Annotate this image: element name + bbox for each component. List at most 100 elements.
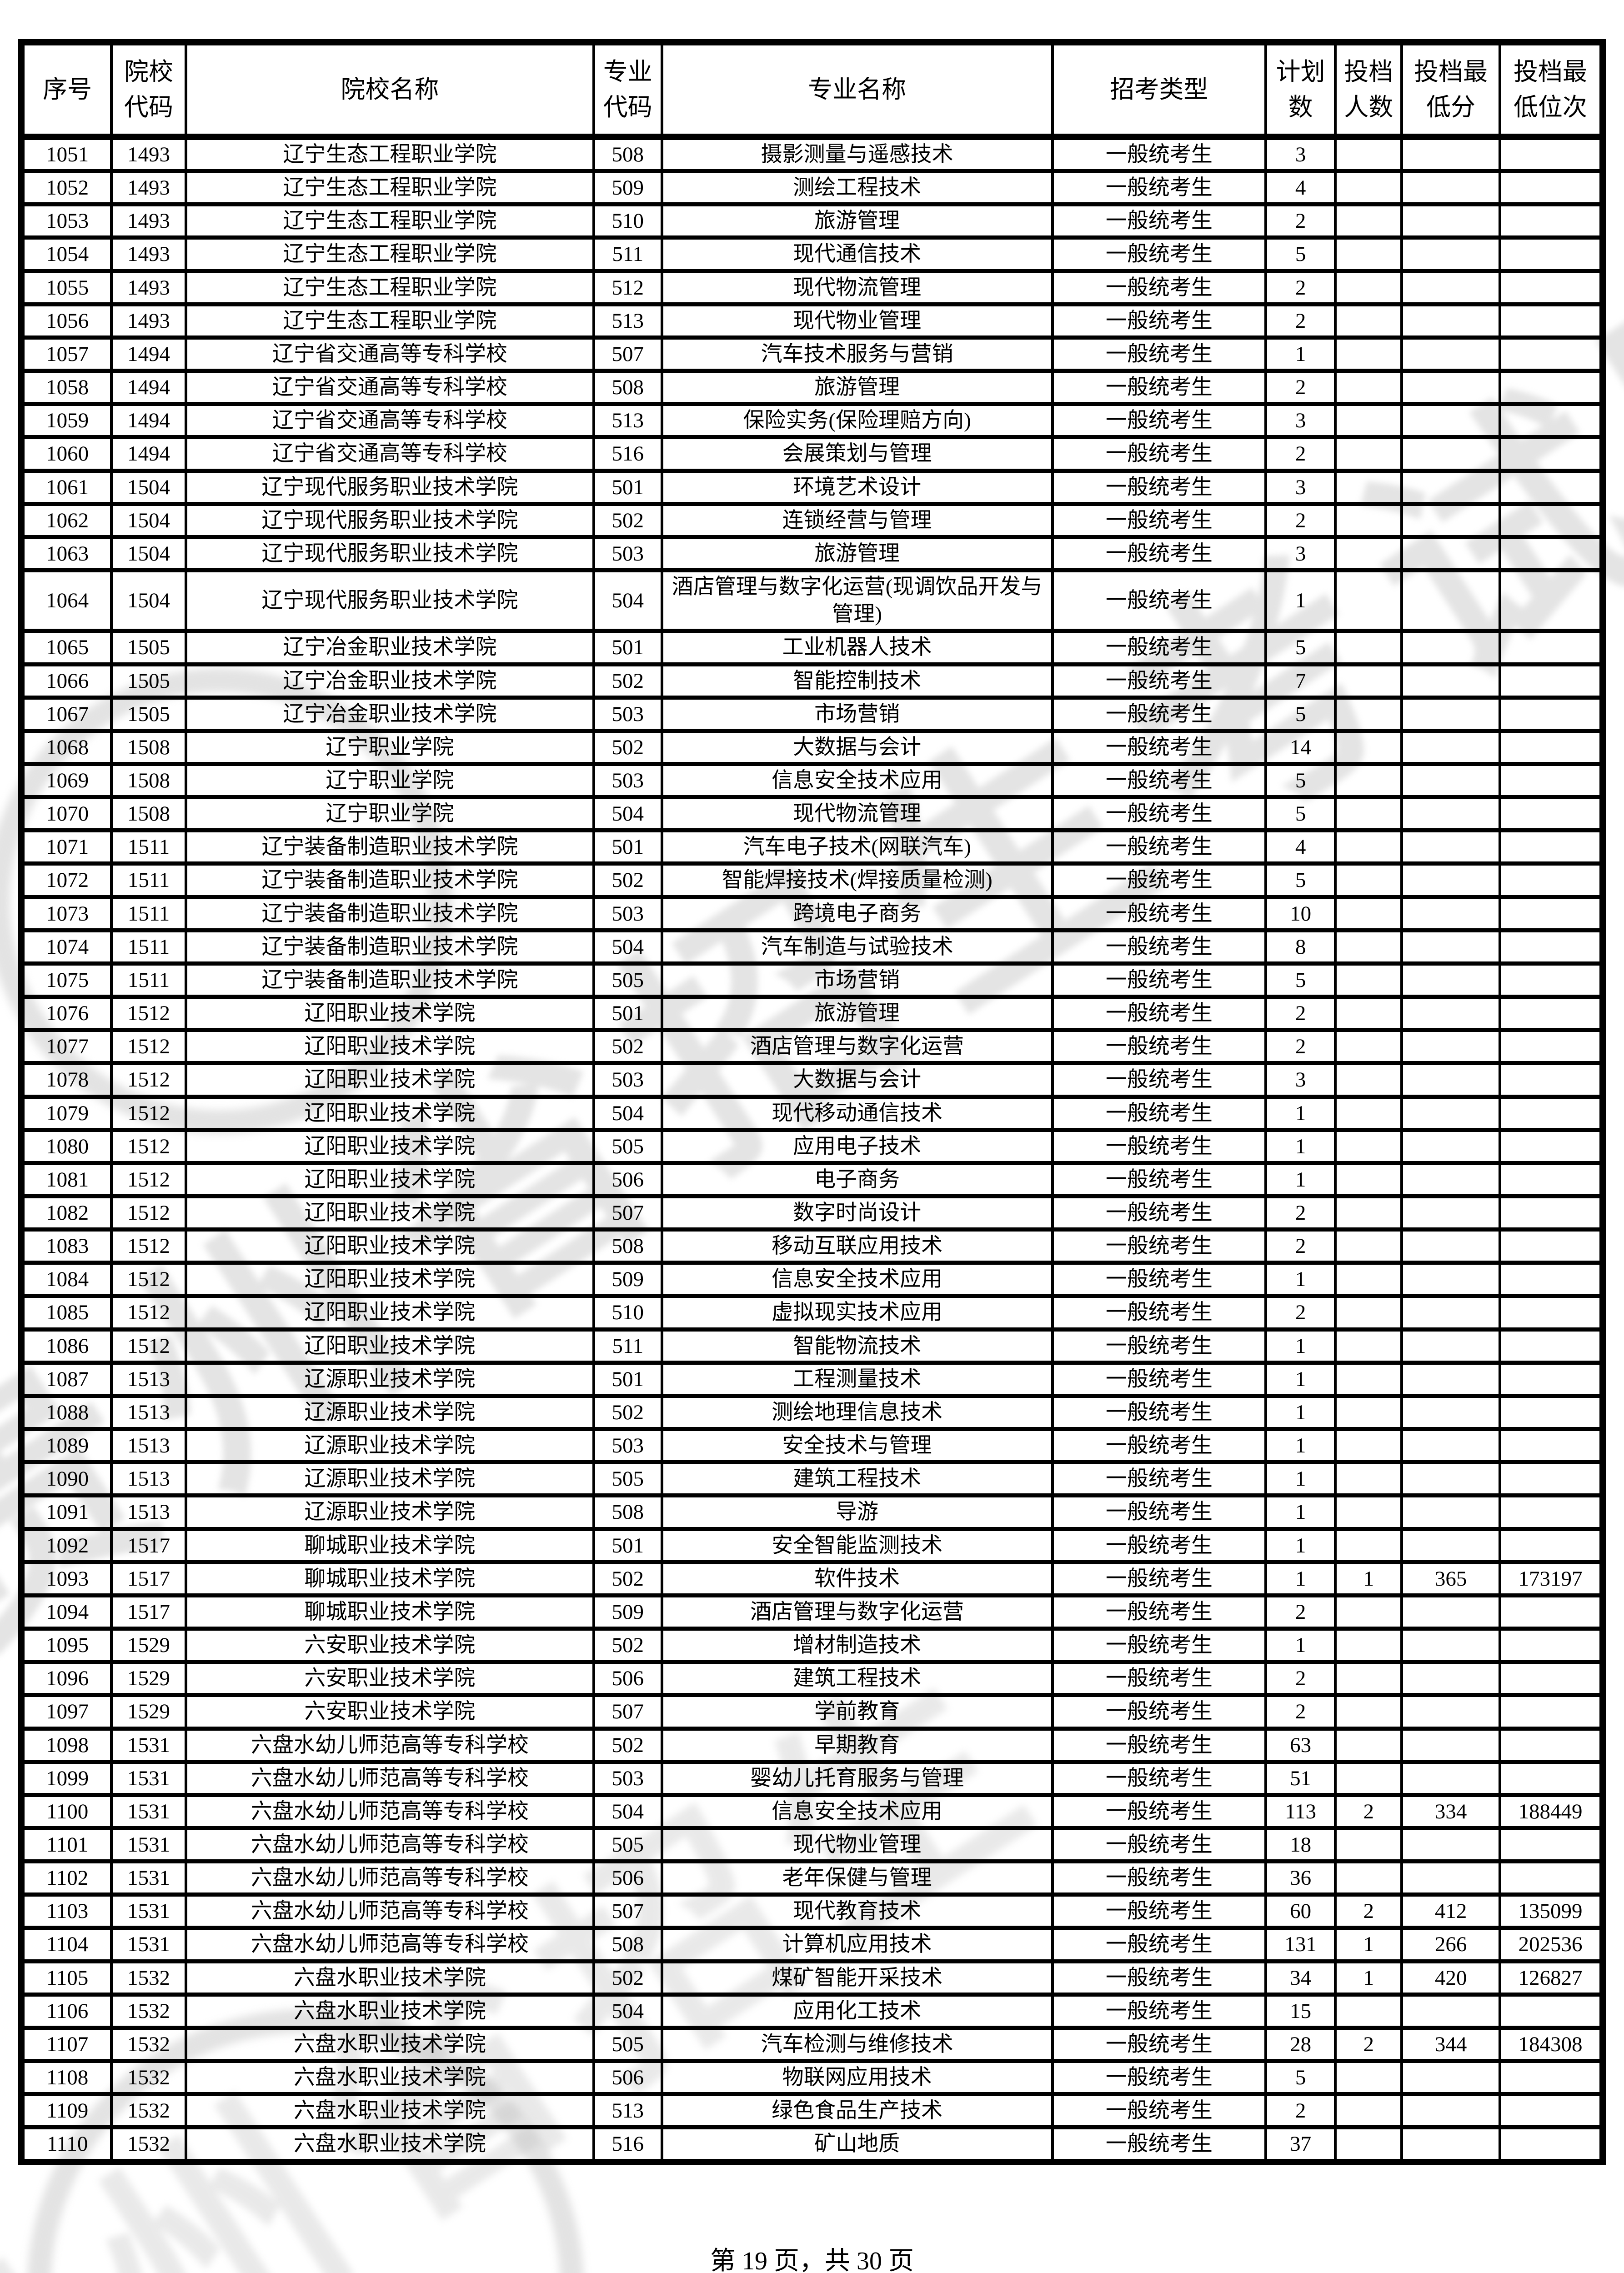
cell-admission-type: 一般统考生 bbox=[1051, 1527, 1268, 1564]
cell-plan-count: 113 bbox=[1264, 1792, 1337, 1830]
cell-college-name: 辽阳职业技术学院 bbox=[184, 1261, 596, 1298]
cell-seq: 1099 bbox=[20, 1759, 113, 1797]
cell-min-rank bbox=[1498, 1859, 1604, 1897]
cell-seq: 1062 bbox=[20, 501, 113, 539]
cell-filed-count bbox=[1334, 629, 1403, 666]
cell-seq: 1096 bbox=[20, 1660, 113, 1697]
cell-plan-count: 2 bbox=[1264, 1660, 1337, 1697]
cell-min-rank bbox=[1498, 1360, 1604, 1398]
cell-min-rank bbox=[1498, 1460, 1604, 1498]
cell-college-code: 1505 bbox=[110, 662, 187, 700]
cell-min-score bbox=[1400, 169, 1501, 207]
cell-plan-count: 28 bbox=[1264, 2025, 1337, 2063]
cell-college-name: 六盘水幼儿师范高等专科学校 bbox=[184, 1726, 596, 1764]
table-row: 1068 1508 辽宁职业学院 502 大数据与会计 一般统考生 14 bbox=[20, 728, 1604, 766]
cell-admission-type: 一般统考生 bbox=[1051, 629, 1268, 666]
cell-major-code: 503 bbox=[592, 1061, 663, 1099]
column-header-seq: 序号 bbox=[20, 40, 113, 140]
cell-min-score bbox=[1400, 761, 1501, 800]
cell-min-score bbox=[1400, 535, 1501, 573]
cell-major-name: 汽车制造与试验技术 bbox=[660, 928, 1054, 966]
cell-min-score bbox=[1400, 861, 1501, 899]
cell-college-code: 1508 bbox=[110, 795, 187, 833]
cell-seq: 1090 bbox=[20, 1460, 113, 1498]
cell-college-code: 1508 bbox=[110, 728, 187, 766]
cell-admission-type: 一般统考生 bbox=[1051, 1427, 1268, 1465]
cell-min-score bbox=[1400, 1327, 1501, 1365]
cell-major-code: 505 bbox=[592, 1460, 663, 1498]
cell-college-name: 辽宁生态工程职业学院 bbox=[184, 235, 596, 273]
cell-major-name: 现代教育技术 bbox=[660, 1892, 1054, 1930]
cell-min-score bbox=[1400, 435, 1501, 473]
cell-major-code: 509 bbox=[592, 1593, 663, 1631]
column-header-college-name: 院校名称 bbox=[184, 40, 596, 140]
cell-min-score bbox=[1400, 1094, 1501, 1132]
cell-college-name: 辽宁现代服务职业技术学院 bbox=[184, 568, 596, 633]
cell-college-code: 1531 bbox=[110, 1926, 187, 1963]
cell-college-name: 聊城职业技术学院 bbox=[184, 1560, 596, 1597]
cell-min-rank bbox=[1498, 1627, 1604, 1664]
cell-min-score bbox=[1400, 1460, 1501, 1498]
table-row: 1102 1531 六盘水幼儿师范高等专科学校 506 老年保健与管理 一般统考生 36 bbox=[20, 1859, 1604, 1897]
column-header-min-score: 投档最低分 bbox=[1400, 40, 1501, 140]
table-row: 1073 1511 辽宁装备制造职业技术学院 503 跨境电子商务 一般统考生 10 bbox=[20, 895, 1604, 932]
cell-min-rank bbox=[1498, 468, 1604, 506]
cell-seq: 1073 bbox=[20, 895, 113, 932]
cell-min-rank bbox=[1498, 995, 1604, 1032]
cell-min-rank bbox=[1498, 1161, 1604, 1199]
cell-college-name: 辽阳职业技术学院 bbox=[184, 1294, 596, 1332]
cell-college-code: 1512 bbox=[110, 1194, 187, 1232]
table-row: 1056 1493 辽宁生态工程职业学院 513 现代物业管理 一般统考生 2 bbox=[20, 302, 1604, 340]
cell-major-code: 506 bbox=[592, 1161, 663, 1199]
cell-min-rank bbox=[1498, 435, 1604, 473]
cell-min-rank bbox=[1498, 135, 1604, 174]
cell-college-name: 六安职业技术学院 bbox=[184, 1627, 596, 1664]
cell-major-name: 信息安全技术应用 bbox=[660, 1792, 1054, 1830]
column-header-plan-count: 计划数 bbox=[1264, 40, 1337, 140]
cell-seq: 1075 bbox=[20, 961, 113, 999]
table-row: 1097 1529 六安职业技术学院 507 学前教育 一般统考生 2 bbox=[20, 1693, 1604, 1731]
cell-plan-count: 1 bbox=[1264, 1493, 1337, 1531]
cell-major-code: 513 bbox=[592, 2092, 663, 2130]
cell-college-name: 辽宁生态工程职业学院 bbox=[184, 302, 596, 340]
cell-filed-count bbox=[1334, 302, 1403, 340]
cell-min-score bbox=[1400, 828, 1501, 866]
cell-college-name: 六盘水职业技术学院 bbox=[184, 1959, 596, 1997]
table-row: 1103 1531 六盘水幼儿师范高等专科学校 507 现代教育技术 一般统考生 60 2 41… bbox=[20, 1892, 1604, 1930]
cell-major-code: 506 bbox=[592, 1859, 663, 1897]
table-row: 1091 1513 辽源职业技术学院 508 导游 一般统考生 1 bbox=[20, 1493, 1604, 1531]
cell-major-code: 502 bbox=[592, 1560, 663, 1597]
cell-college-name: 辽宁职业学院 bbox=[184, 761, 596, 800]
cell-major-name: 建筑工程技术 bbox=[660, 1460, 1054, 1498]
cell-min-rank bbox=[1498, 1061, 1604, 1099]
cell-admission-type: 一般统考生 bbox=[1051, 1627, 1268, 1664]
cell-min-rank bbox=[1498, 695, 1604, 733]
cell-min-rank bbox=[1498, 535, 1604, 573]
cell-plan-count: 2 bbox=[1264, 369, 1337, 406]
cell-college-code: 1494 bbox=[110, 335, 187, 373]
table-row: 1079 1512 辽阳职业技术学院 504 现代移动通信技术 一般统考生 1 bbox=[20, 1094, 1604, 1132]
cell-seq: 1071 bbox=[20, 828, 113, 866]
cell-admission-type: 一般统考生 bbox=[1051, 1926, 1268, 1963]
cell-major-code: 503 bbox=[592, 1759, 663, 1797]
cell-college-code: 1505 bbox=[110, 695, 187, 733]
cell-seq: 1072 bbox=[20, 861, 113, 899]
cell-seq: 1056 bbox=[20, 302, 113, 340]
cell-min-score bbox=[1400, 269, 1501, 306]
cell-min-rank bbox=[1498, 568, 1604, 633]
cell-filed-count bbox=[1334, 1460, 1403, 1498]
cell-min-score bbox=[1400, 1393, 1501, 1432]
cell-college-name: 辽宁生态工程职业学院 bbox=[184, 269, 596, 306]
cell-min-rank: 188449 bbox=[1498, 1792, 1604, 1830]
cell-college-code: 1511 bbox=[110, 895, 187, 932]
cell-min-rank bbox=[1498, 1992, 1604, 2030]
table-row: 1083 1512 辽阳职业技术学院 508 移动互联应用技术 一般统考生 2 bbox=[20, 1227, 1604, 1265]
cell-major-code: 516 bbox=[592, 2125, 663, 2164]
cell-major-code: 509 bbox=[592, 1261, 663, 1298]
cell-college-name: 辽宁装备制造职业技术学院 bbox=[184, 895, 596, 932]
cell-major-code: 509 bbox=[592, 169, 663, 207]
cell-filed-count bbox=[1334, 761, 1403, 800]
cell-min-score bbox=[1400, 501, 1501, 539]
cell-seq: 1055 bbox=[20, 269, 113, 306]
